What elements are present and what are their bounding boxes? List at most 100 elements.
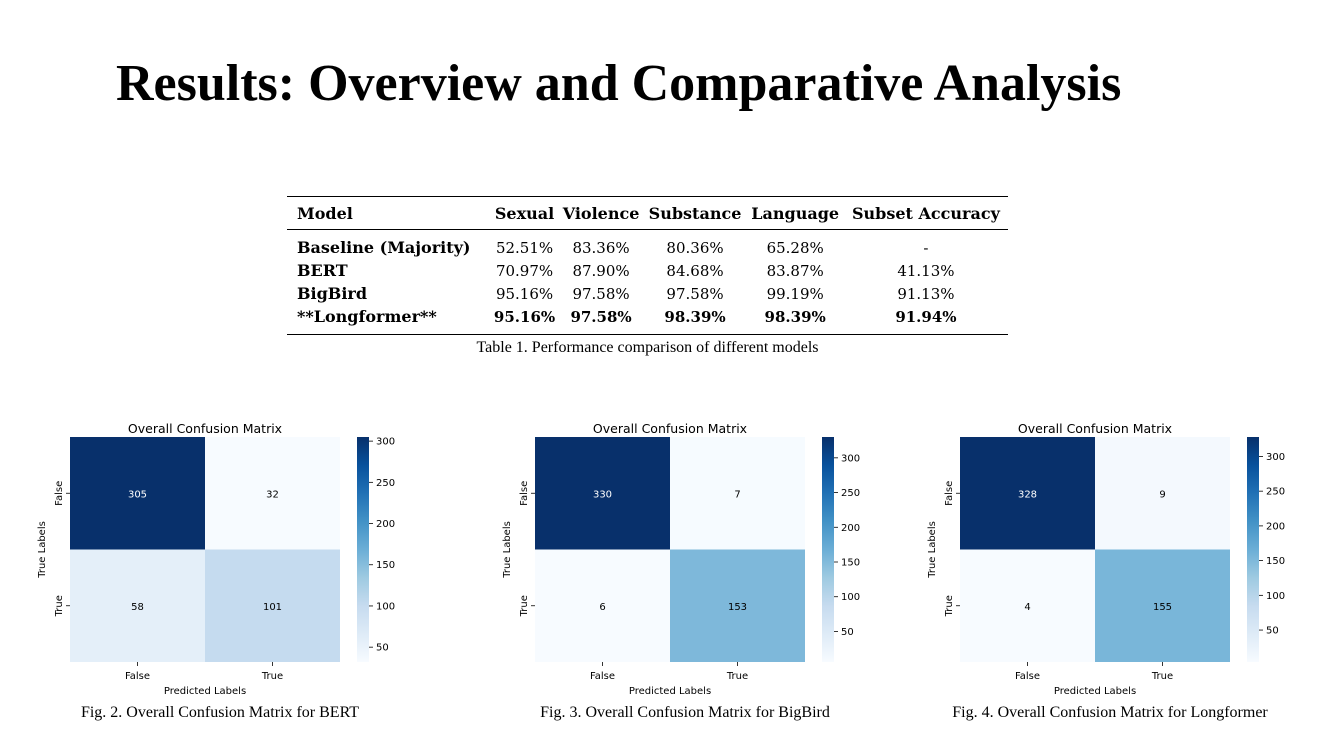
header-violence: Violence	[562, 203, 640, 223]
header-model: Model	[297, 203, 353, 223]
figure-caption: Fig. 4. Overall Confusion Matrix for Lon…	[952, 704, 1268, 721]
x-tick-label: False	[590, 671, 615, 682]
chart-title: Overall Confusion Matrix	[593, 421, 747, 436]
figure-bigbird: Overall Confusion Matrix 330 7 6 153 False Tru…	[495, 415, 875, 735]
slide-title: Results: Overview and Comparative Analys…	[116, 55, 1122, 112]
colorbar-tick-label: 300	[841, 453, 860, 464]
cell-value: 65.28%	[766, 238, 824, 257]
cell-value-label: 9	[1159, 489, 1165, 500]
figure-caption: Fig. 2. Overall Confusion Matrix for BER…	[80, 704, 360, 721]
colorbar	[822, 437, 834, 662]
table-row: Baseline (Majority) 52.51% 83.36% 80.36%…	[287, 230, 1008, 260]
cell-value: 97.58%	[666, 284, 724, 303]
colorbar-tick-label: 150	[376, 560, 395, 571]
colorbar-tick-label: 200	[376, 519, 395, 530]
cell-value: 41.13%	[897, 261, 955, 280]
y-tick-label: True	[519, 595, 530, 617]
colorbar-tick-label: 300	[376, 437, 395, 448]
colorbar	[357, 437, 369, 662]
y-axis-label: True Labels	[502, 521, 513, 579]
x-axis-label: Predicted Labels	[164, 686, 246, 697]
colorbar-tick-label: 200	[1266, 521, 1285, 532]
y-tick-label: True	[944, 595, 955, 617]
heatmap-cell	[670, 437, 805, 550]
colorbar-tick-label: 150	[1266, 556, 1285, 567]
heatmap-cell	[205, 437, 340, 550]
x-axis-label: Predicted Labels	[629, 686, 711, 697]
cell-value: 97.58%	[570, 307, 632, 326]
y-tick-label: False	[944, 481, 955, 506]
chart-title: Overall Confusion Matrix	[1018, 421, 1172, 436]
cell-model: BigBird	[297, 284, 368, 303]
cell-value-label: 153	[728, 602, 747, 613]
colorbar-tick-label: 100	[1266, 591, 1285, 602]
figure-bert: Overall Confusion Matrix 305 32 58 101 False T…	[30, 415, 410, 735]
heatmap-cell	[205, 549, 340, 662]
performance-table-container: Model Sexual Violence Substance Language…	[287, 196, 1008, 335]
colorbar-tick-label: 200	[841, 523, 860, 534]
colorbar	[1247, 437, 1259, 662]
y-axis-label: True Labels	[927, 521, 938, 579]
cell-value-label: 32	[266, 489, 279, 500]
heatmap-cell	[670, 549, 805, 662]
cell-value: 97.58%	[572, 284, 630, 303]
confusion-matrix-longformer: Overall Confusion Matrix 328 9 4 155 False Tru…	[927, 421, 1285, 697]
y-tick-label: True	[54, 595, 65, 617]
y-tick-label: False	[54, 481, 65, 506]
table-row: BERT 70.97% 87.90% 84.68% 83.87% 41.13%	[287, 259, 1008, 282]
cell-value: 91.94%	[895, 307, 957, 326]
cell-value: -	[923, 238, 929, 257]
heatmap-cell	[1095, 437, 1230, 550]
x-axis-label: Predicted Labels	[1054, 686, 1136, 697]
heatmap-cell	[535, 549, 670, 662]
cell-value-label: 305	[128, 489, 147, 500]
colorbar-tick-label: 250	[841, 488, 860, 499]
heatmap-cell	[960, 437, 1095, 550]
cell-value-label: 7	[734, 489, 740, 500]
cell-value-label: 328	[1018, 489, 1037, 500]
header-substance: Substance	[648, 203, 742, 223]
colorbar-tick-label: 50	[1266, 626, 1279, 637]
y-tick-label: False	[519, 481, 530, 506]
colorbar-tick-label: 250	[1266, 487, 1285, 498]
cell-value: 99.19%	[766, 284, 824, 303]
colorbar-tick-label: 50	[376, 643, 389, 654]
x-tick-label: False	[1015, 671, 1040, 682]
x-tick-label: True	[261, 671, 283, 682]
colorbar-tick-label: 150	[841, 558, 860, 569]
cell-value: 95.16%	[493, 307, 556, 326]
cell-value: 52.51%	[495, 238, 554, 257]
header-language: Language	[751, 203, 840, 223]
table-header-row: Model Sexual Violence Substance Language…	[287, 196, 1008, 230]
cell-value-label: 58	[131, 602, 144, 613]
header-subset-accuracy: Subset Accuracy	[851, 203, 1000, 223]
cell-model: **Longformer**	[297, 307, 437, 326]
heatmap-cell	[535, 437, 670, 550]
colorbar-tick-label: 100	[376, 601, 395, 612]
cell-value-label: 330	[593, 489, 612, 500]
table-row: BigBird 95.16% 97.58% 97.58% 99.19% 91.1…	[287, 282, 1008, 305]
cell-value: 80.36%	[666, 238, 724, 257]
x-tick-label: True	[1151, 671, 1173, 682]
colorbar-tick-label: 100	[841, 592, 860, 603]
heatmap-cell	[960, 549, 1095, 662]
heatmap-cell	[70, 549, 205, 662]
colorbar-tick-label: 250	[376, 478, 395, 489]
cell-value: 95.16%	[495, 284, 554, 303]
confusion-matrix-bigbird: Overall Confusion Matrix 330 7 6 153 False Tru…	[502, 421, 860, 697]
cell-value: 98.39%	[664, 307, 726, 326]
table-row-best: **Longformer** 95.16% 97.58% 98.39% 98.3…	[287, 305, 1008, 335]
cell-value-label: 101	[263, 602, 282, 613]
cell-value: 84.68%	[666, 261, 724, 280]
table-caption: Table 1. Performance comparison of diffe…	[476, 339, 819, 356]
cell-value-label: 155	[1153, 602, 1172, 613]
cell-value: 83.36%	[572, 238, 630, 257]
heatmap-cell	[70, 437, 205, 550]
cell-value: 91.13%	[897, 284, 955, 303]
cell-value: 98.39%	[764, 307, 826, 326]
performance-table: Model Sexual Violence Substance Language…	[287, 196, 1008, 335]
colorbar-tick-label: 300	[1266, 452, 1285, 463]
y-axis-label: True Labels	[37, 521, 48, 579]
cell-value-label: 6	[599, 602, 605, 613]
cell-model: BERT	[297, 261, 348, 280]
